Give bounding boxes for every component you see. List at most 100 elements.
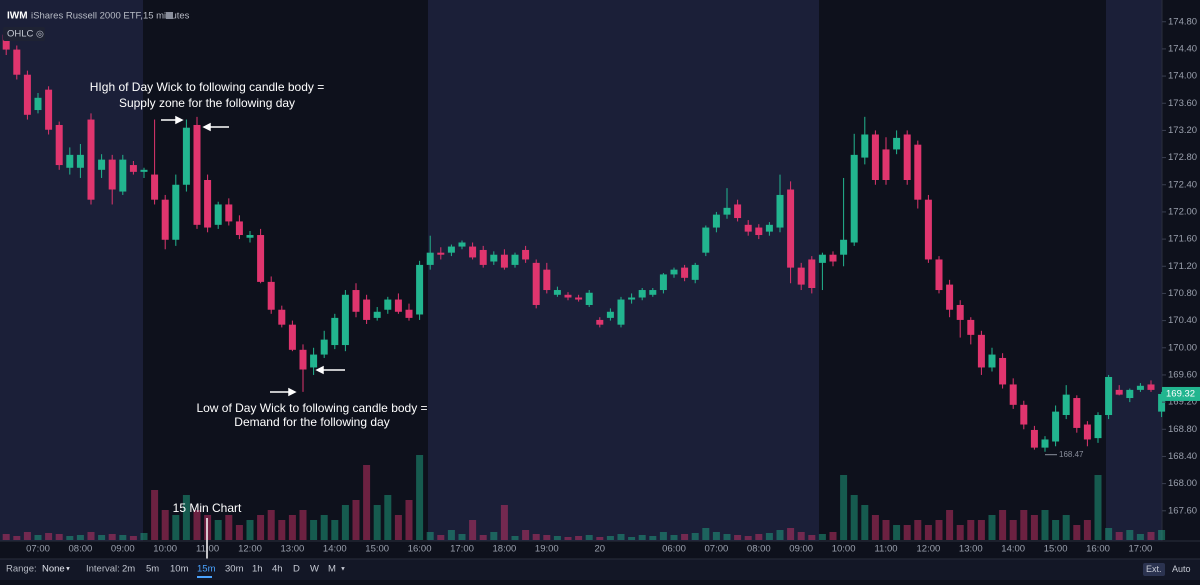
y-tick-label: 169.60 [1168, 369, 1197, 380]
volume-bar [87, 532, 95, 540]
volume-bar [681, 534, 689, 540]
volume-bar [363, 465, 371, 540]
candle-body [765, 224, 773, 232]
volume-bar [1158, 530, 1166, 540]
interval-button[interactable]: 15m [197, 564, 216, 575]
volume-bar [299, 510, 307, 540]
candle-body [988, 354, 996, 368]
candle-body [23, 74, 31, 115]
volume-bar [1126, 530, 1134, 540]
candle-body [882, 149, 890, 180]
interval-button[interactable]: 4h [272, 564, 283, 575]
candle-body [522, 249, 530, 260]
volume-bar [617, 534, 625, 540]
volume-bar [119, 535, 127, 540]
candle-body [267, 281, 275, 310]
x-tick-label: 14:00 [1001, 544, 1025, 555]
candle-body [617, 299, 625, 325]
candle-body [1062, 394, 1070, 416]
candle-body [447, 246, 455, 253]
volume-bar [649, 536, 657, 540]
interval-button[interactable]: W [310, 564, 319, 575]
candle-body [55, 124, 63, 166]
annotation: Demand for the following day [234, 415, 389, 429]
volume-bar [808, 535, 816, 540]
interval-button[interactable]: M [328, 564, 336, 575]
candle-body [204, 180, 212, 228]
candle-body [437, 252, 445, 255]
volume-bar [225, 515, 233, 540]
volume-bar [267, 510, 275, 540]
volume-bar [1073, 525, 1081, 540]
info-icon[interactable] [166, 12, 173, 19]
candle-body [479, 249, 487, 265]
candle-body [1083, 424, 1091, 440]
volume-bar [765, 533, 773, 540]
candle-body [1030, 429, 1038, 448]
candle-body [500, 254, 508, 268]
x-tick-label: 15:00 [1044, 544, 1068, 555]
volume-bar [394, 515, 402, 540]
interval-button[interactable]: 30m [225, 564, 244, 575]
interval-button[interactable]: 10m [170, 564, 189, 575]
candle-body [649, 290, 657, 295]
candle-body [1041, 439, 1049, 448]
volume-bar [23, 532, 31, 540]
arrow-head [202, 122, 211, 132]
candle-body [553, 290, 561, 295]
toggle-button[interactable]: Ext. [1146, 564, 1162, 574]
interval-button[interactable]: 2m [122, 564, 135, 575]
volume-bar [543, 535, 551, 540]
volume-bar [1105, 528, 1113, 540]
candle-body [818, 254, 826, 263]
y-tick-label: 172.00 [1168, 206, 1197, 217]
x-tick-label: 12:00 [238, 544, 262, 555]
interval-button[interactable]: 1h [252, 564, 263, 575]
candle-body [373, 311, 381, 318]
candle-body [458, 242, 466, 247]
volume-bar [246, 520, 254, 540]
last-price-box [1162, 386, 1200, 401]
toggle-button[interactable]: Auto [1172, 564, 1191, 574]
volume-bar [447, 530, 455, 540]
candle-body [225, 204, 233, 222]
y-tick-label: 168.80 [1168, 424, 1197, 435]
candle-body [140, 169, 148, 172]
candle-body [235, 221, 243, 236]
x-tick-label: 20 [595, 544, 606, 555]
volume-bar [893, 525, 901, 540]
candle-body [967, 319, 975, 335]
volume-bar [490, 532, 498, 540]
toggle-box[interactable] [1143, 563, 1165, 576]
dropdown-caret[interactable]: ▼ [65, 567, 71, 573]
candle-body [829, 254, 837, 262]
study-badge[interactable] [3, 27, 45, 41]
volume-bar [1062, 515, 1070, 540]
candle-body [331, 317, 339, 346]
last-price-label: 169.32 [1166, 388, 1195, 399]
interval-button[interactable]: D [293, 564, 300, 575]
interval-button[interactable]: 5m [146, 564, 159, 575]
volume-bar [882, 520, 890, 540]
y-tick-label: 171.60 [1168, 234, 1197, 245]
candle-body [670, 269, 678, 275]
x-tick-label: 19:00 [535, 544, 559, 555]
candle-body [850, 154, 858, 243]
volume-bar [1009, 520, 1017, 540]
dropdown-caret[interactable]: ▼ [340, 567, 346, 573]
volume-bar [437, 535, 445, 540]
volume-bar [151, 490, 159, 540]
candle-body [66, 154, 74, 168]
volume-bar [108, 534, 116, 540]
y-tick-label: 174.80 [1168, 16, 1197, 27]
volume-bar [405, 500, 413, 540]
candle-body [606, 311, 614, 318]
volume-bar [98, 535, 106, 540]
candle-body [861, 134, 869, 158]
range-label: Range: [6, 564, 37, 575]
candle-body [596, 319, 604, 325]
range-select[interactable]: None [42, 564, 65, 575]
x-tick-label: 17:00 [450, 544, 474, 555]
volume-bar [924, 525, 932, 540]
